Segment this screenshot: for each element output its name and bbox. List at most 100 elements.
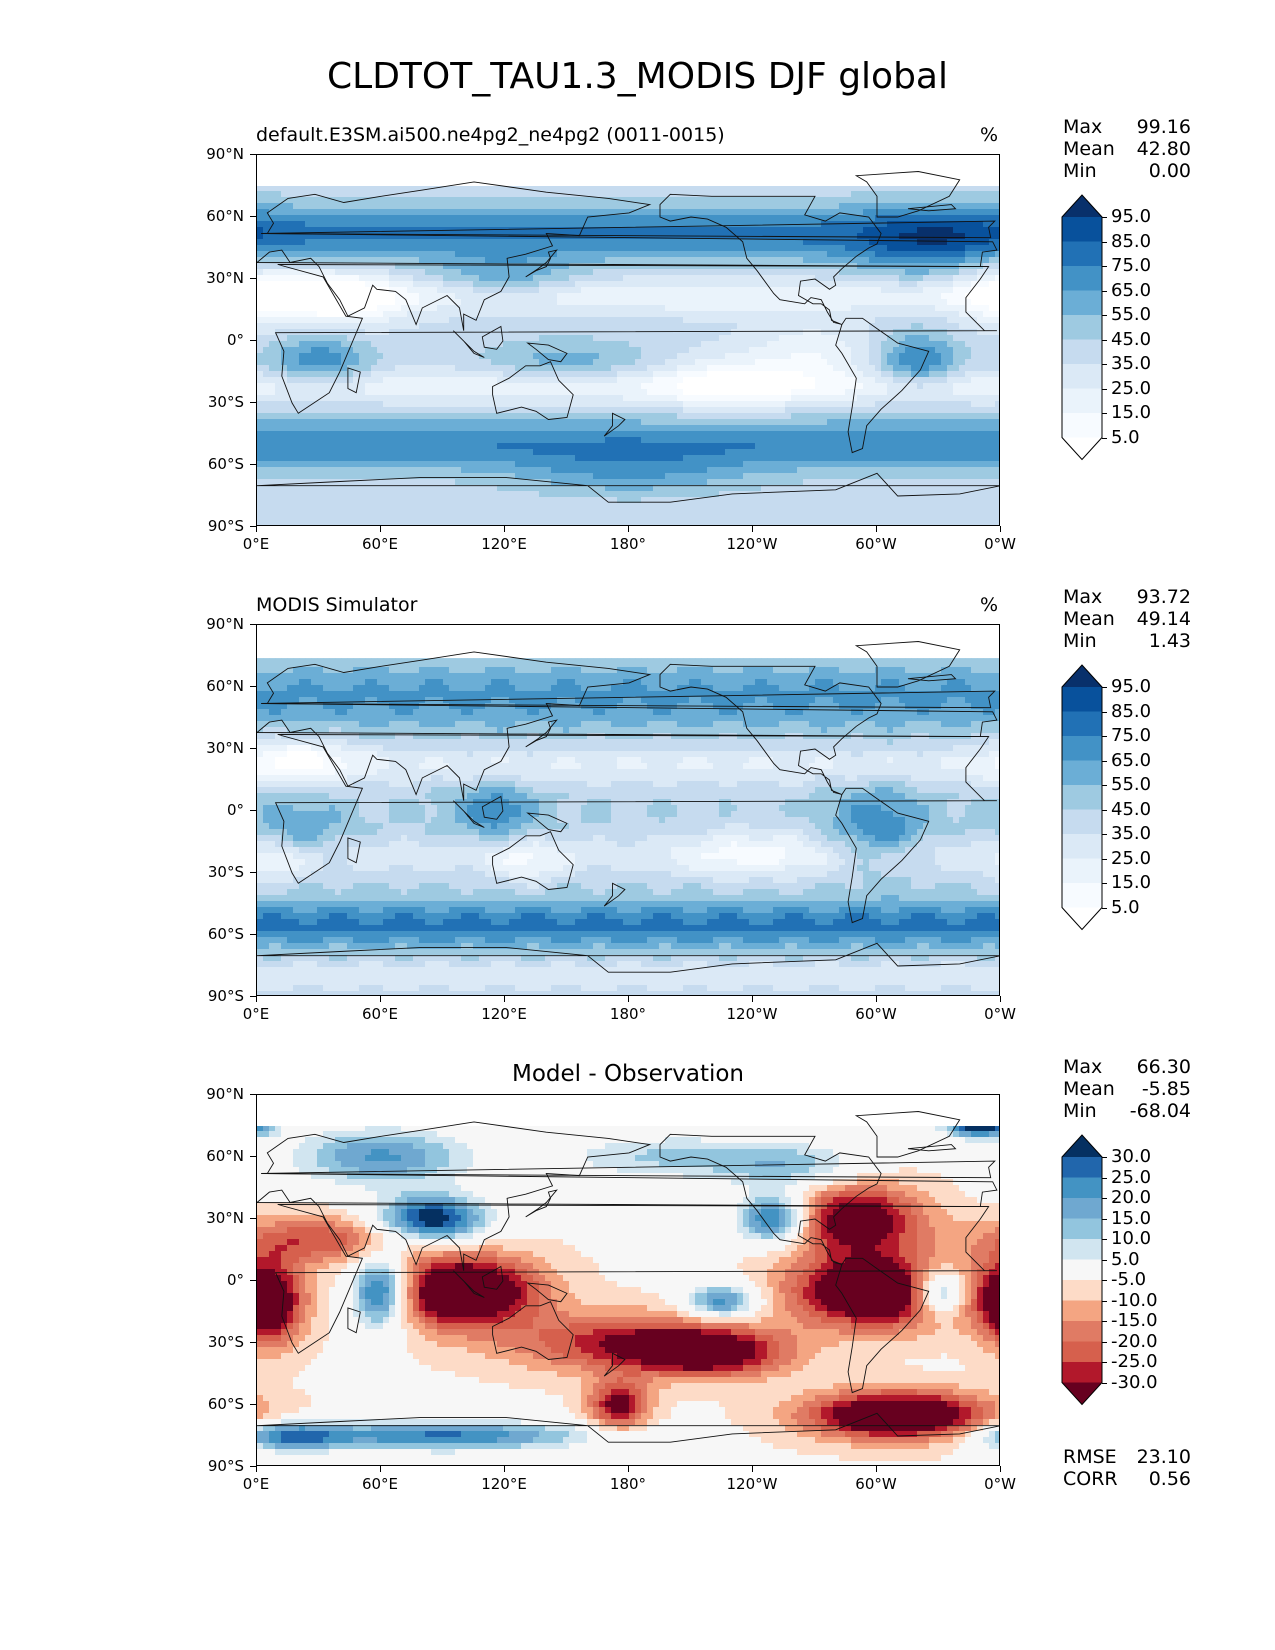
map-model (256, 154, 1000, 526)
lon-tick-label: 180° (610, 1005, 646, 1023)
colorbar-segment (1062, 809, 1102, 835)
coastline-outline (492, 361, 574, 420)
stat-row-corr: CORR 0.56 (1063, 1468, 1191, 1490)
lon-tick-mark (380, 996, 382, 1002)
colorbar-tick-mark (1102, 1157, 1107, 1158)
lon-tick-mark (628, 996, 630, 1002)
stat-label: Min (1063, 160, 1097, 182)
colorbar-tick-mark (1102, 241, 1107, 243)
colorbar-segment (1062, 1135, 1102, 1157)
colorbar-tick-mark (1102, 1218, 1107, 1220)
colorbar-segment (1062, 1177, 1102, 1199)
lon-tick-mark (380, 526, 382, 532)
lat-tick-mark (250, 216, 256, 218)
colorbar-tick-label: 30.0 (1111, 1146, 1151, 1167)
coastline-outline (526, 812, 568, 833)
coastline-outline (492, 1301, 574, 1360)
lon-tick-label: 120°E (481, 535, 527, 553)
coastline-outline (854, 171, 961, 218)
lon-tick-label: 120°W (727, 535, 778, 553)
lon-tick-mark (628, 1466, 630, 1472)
colorbar-tick-mark (1102, 1177, 1107, 1179)
coastline-outline (261, 1160, 996, 1179)
lon-tick-mark (876, 996, 878, 1002)
coastline-outline (907, 674, 957, 682)
colorbar-tick-label: -15.0 (1111, 1310, 1158, 1331)
lon-tick-label: 0°E (243, 535, 270, 553)
lon-tick-label: 60°W (855, 535, 896, 553)
map-diff (256, 1094, 1000, 1466)
stat-row-mean: Mean -5.85 (1063, 1078, 1191, 1100)
stats-block: Max 93.72 Mean 49.14 Min 1.43 (1063, 586, 1191, 652)
stats-block: Max 99.16 Mean 42.80 Min 0.00 (1063, 116, 1191, 182)
colorbar-tick-mark (1102, 858, 1107, 860)
lon-tick-mark (1000, 526, 1002, 532)
colorbar-tick-label: 35.0 (1111, 353, 1151, 374)
lat-tick-label: 90°N (174, 615, 244, 633)
coastline-outline (347, 1307, 361, 1334)
lon-tick-mark (628, 526, 630, 532)
lat-tick-label: 90°N (174, 145, 244, 163)
lat-tick-label: 30°S (174, 863, 244, 881)
lon-tick-label: 120°E (481, 1475, 527, 1493)
stat-label: CORR (1063, 1468, 1118, 1490)
colorbar-segment (1062, 883, 1102, 908)
colorbar-tick-mark (1102, 1259, 1107, 1261)
colorbar-tick-label: 15.0 (1111, 872, 1151, 893)
colorbar-segment (1062, 760, 1102, 786)
error-stats-block: RMSE 23.10 CORR 0.56 (1063, 1446, 1191, 1490)
colorbar-tick-label: 10.0 (1111, 1228, 1151, 1249)
coastline-outline (452, 1270, 485, 1298)
lon-tick-label: 0°W (984, 1005, 1016, 1023)
coastline-outline (526, 1282, 568, 1303)
coastline-outline (603, 882, 626, 907)
colorbar-tick-mark (1102, 736, 1107, 737)
lon-tick-mark (876, 526, 878, 532)
coastline-outline (907, 1144, 957, 1152)
colorbar-segment (1062, 1341, 1102, 1363)
lon-tick-label: 0°E (243, 1005, 270, 1023)
colorbar-tick-label: 85.0 (1111, 231, 1151, 252)
units-label: % (980, 124, 998, 146)
colorbar-segment (1062, 315, 1102, 340)
lon-tick-mark (380, 1466, 382, 1472)
lat-tick-mark (250, 1094, 256, 1096)
colorbar-segment (1062, 1239, 1102, 1260)
stat-label: RMSE (1063, 1446, 1117, 1468)
colorbar-tick-label: -5.0 (1111, 1269, 1146, 1290)
lat-tick-label: 30°S (174, 393, 244, 411)
colorbar-tick-label: -30.0 (1111, 1372, 1158, 1393)
stat-value: 23.10 (1137, 1446, 1191, 1468)
colorbar-tick-mark (1102, 1300, 1107, 1302)
colorbar-segment (1062, 364, 1102, 389)
colorbar-segment (1062, 1198, 1102, 1219)
lat-tick-mark (250, 402, 256, 404)
colorbar-segment (1062, 1321, 1102, 1342)
lon-tick-mark (504, 1466, 506, 1472)
stat-value: 99.16 (1137, 116, 1191, 138)
lon-tick-label: 0°W (984, 1475, 1016, 1493)
lon-tick-label: 60°E (362, 1475, 398, 1493)
lat-tick-mark (250, 810, 256, 812)
stat-label: Mean (1063, 138, 1115, 160)
colorbar-tick-label: 85.0 (1111, 701, 1151, 722)
colorbar-segment (1062, 665, 1102, 687)
stat-row-mean: Mean 42.80 (1063, 138, 1191, 160)
lat-tick-mark (250, 464, 256, 466)
colorbar-tick-mark (1102, 883, 1107, 884)
stat-value: 49.14 (1137, 608, 1191, 630)
lat-tick-label: 90°S (174, 517, 244, 535)
colorbar-tick-label: -20.0 (1111, 1331, 1158, 1352)
colorbar-obs (1061, 664, 1103, 931)
stat-row-min: Min 1.43 (1063, 630, 1191, 652)
lat-tick-mark (250, 872, 256, 874)
lat-tick-label: 30°N (174, 269, 244, 287)
lon-tick-mark (256, 1466, 258, 1472)
stat-label: Max (1063, 1056, 1102, 1078)
map-canvas (257, 625, 999, 995)
coastline-outline (347, 367, 361, 394)
coastline-outline (347, 837, 361, 864)
colorbar-tick-label: 5.0 (1111, 427, 1140, 448)
colorbar-segment (1062, 217, 1102, 242)
lon-tick-label: 0°E (243, 1475, 270, 1493)
